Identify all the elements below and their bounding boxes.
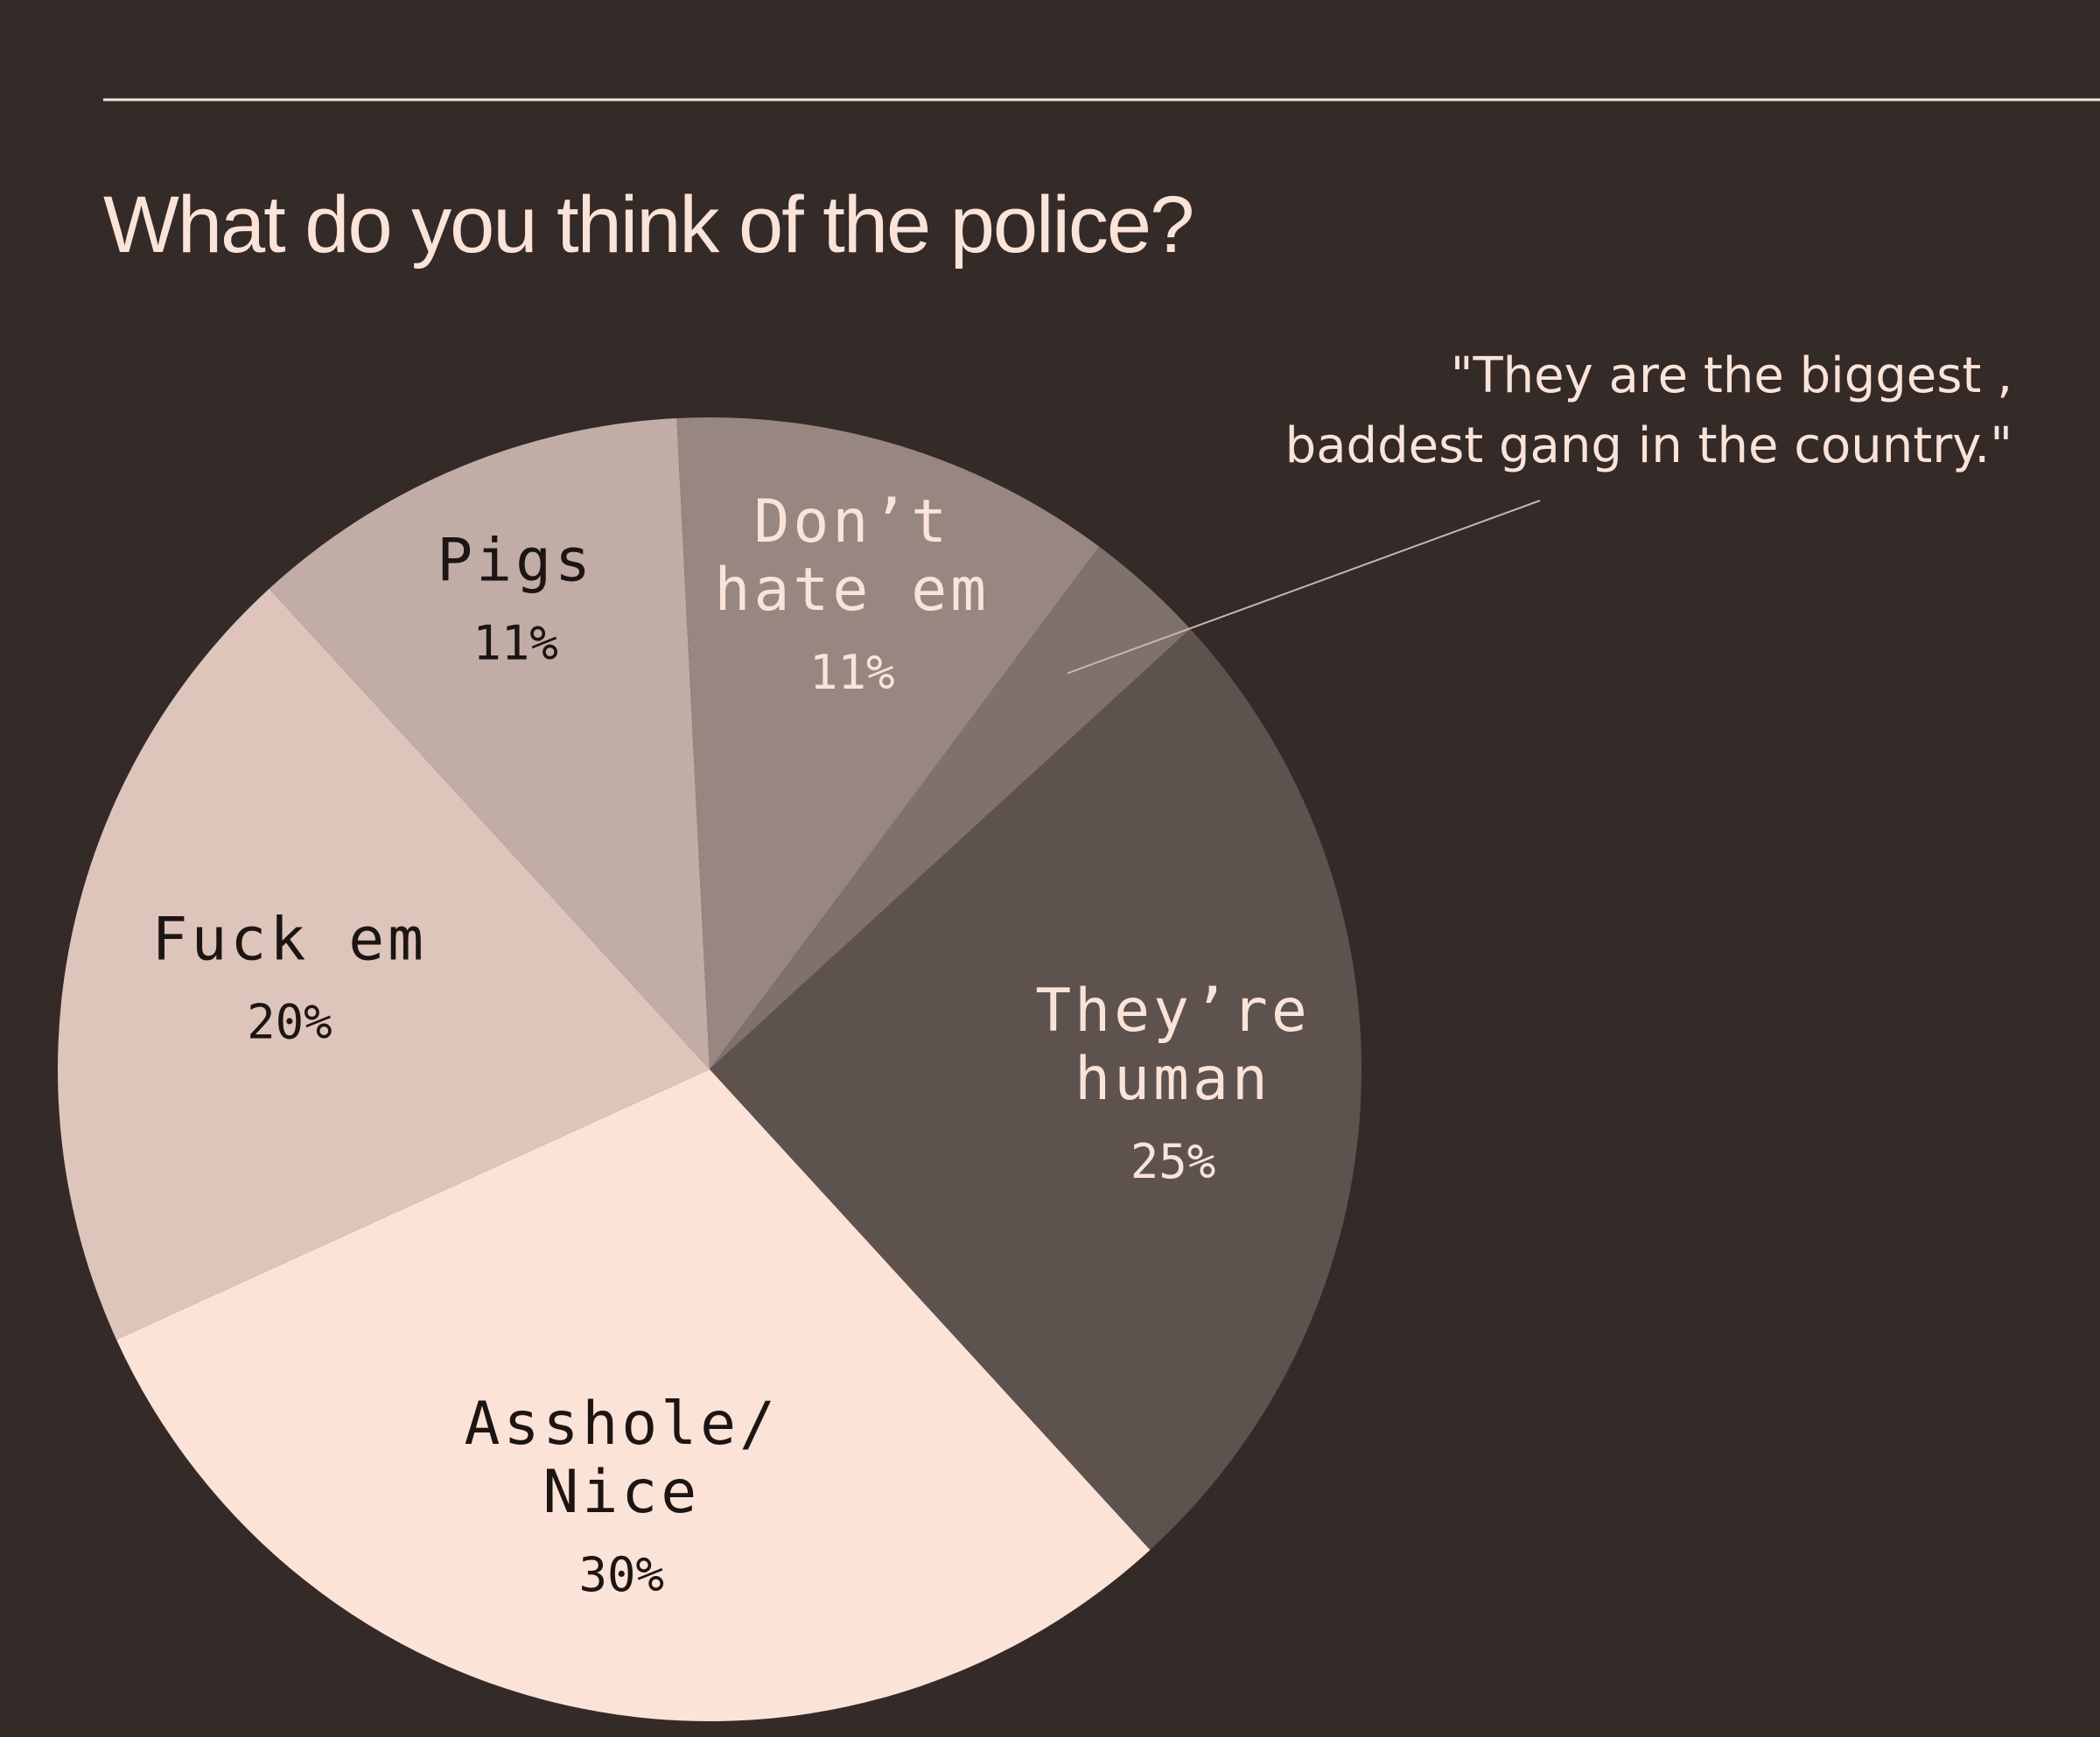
slice-value-pigs: 11% [472, 616, 558, 671]
quote-line-2: baddest gang in the country." [1285, 417, 2012, 474]
quote-leader-line [1067, 500, 1541, 675]
quote-line-1: "They are the biggest , [1451, 347, 2012, 404]
slice-label-they-re-human-line-1: They’re [1035, 977, 1311, 1046]
slice-label-asshole-nice-line-2: Nice [542, 1458, 700, 1527]
quote-annotation: "They are the biggest , baddest gang in t… [1067, 347, 2012, 675]
slice-label-asshole-nice-line-1: Asshole/ [465, 1390, 780, 1459]
pie-slice-fuck-em [58, 588, 710, 1340]
pie-slices [58, 417, 1362, 1721]
slice-value-don-t-hate-em: 11% [809, 645, 895, 700]
slice-value-fuck-em: 20% [247, 994, 332, 1049]
slice-label-they-re-human-line-2: human [1074, 1045, 1271, 1114]
slice-value-they-re-human: 25% [1130, 1134, 1216, 1189]
slice-label-don-t-hate-em-line-2: hate em [715, 556, 990, 625]
pie-slice-pigs [269, 417, 710, 1069]
slice-label-pigs-line-1: Pigs [437, 527, 594, 596]
slice-value-asshole-nice: 30% [579, 1547, 665, 1602]
pie-slice-asshole-nice [116, 1069, 1151, 1721]
slice-label-don-t-hate-em-line-1: Don’t [753, 487, 950, 557]
pie-slice-they-re-human [710, 628, 1362, 1551]
slice-label-fuck-em-line-1: Fuck em [152, 905, 428, 974]
pie-slice-don-t-hate-em [676, 417, 1100, 1069]
pie-slice-quote [710, 546, 1191, 1069]
chart-title: What do you think of the police? [103, 180, 1193, 270]
